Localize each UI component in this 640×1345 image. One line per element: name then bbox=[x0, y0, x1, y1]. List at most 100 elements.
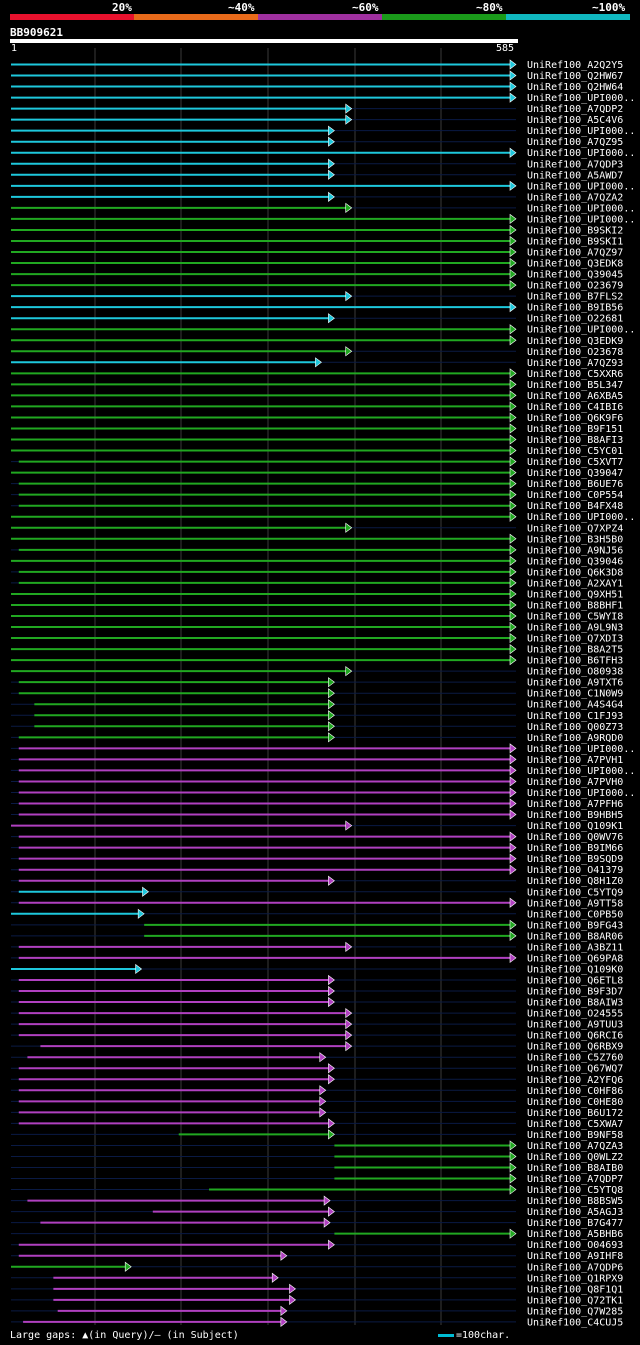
hit-label[interactable]: UniRef100_UPI000.. bbox=[527, 766, 635, 777]
hit-label[interactable]: UniRef100_A7QDP6 bbox=[527, 1262, 623, 1273]
hit-label[interactable]: UniRef100_Q109K0 bbox=[527, 964, 623, 975]
hit-label[interactable]: UniRef100_A9TXT6 bbox=[527, 678, 623, 689]
hit-label[interactable]: UniRef100_Q0WV76 bbox=[527, 832, 623, 843]
hit-label[interactable]: UniRef100_Q69PA8 bbox=[527, 953, 623, 964]
hit-label[interactable]: UniRef100_UPI000.. bbox=[527, 203, 635, 214]
hit-label[interactable]: UniRef100_B5L347 bbox=[527, 380, 623, 391]
hit-label[interactable]: UniRef100_UPI000.. bbox=[527, 148, 635, 159]
hit-label[interactable]: UniRef100_C5YTQ9 bbox=[527, 887, 623, 898]
hit-label[interactable]: UniRef100_B8A2T5 bbox=[527, 645, 623, 656]
hit-label[interactable]: UniRef100_A7PVH1 bbox=[527, 755, 623, 766]
hit-label[interactable]: UniRef100_A7QZ97 bbox=[527, 248, 623, 259]
hit-label[interactable]: UniRef100_B8BHF1 bbox=[527, 600, 623, 611]
hit-label[interactable]: UniRef100_B9HBH5 bbox=[527, 810, 623, 821]
hit-label[interactable]: UniRef100_Q67WQ7 bbox=[527, 1064, 623, 1075]
hit-label[interactable]: UniRef100_A7QZA3 bbox=[527, 1141, 623, 1152]
hit-label[interactable]: UniRef100_B9F3D7 bbox=[527, 987, 623, 998]
hit-label[interactable]: UniRef100_B9IB56 bbox=[527, 303, 623, 314]
hit-label[interactable]: UniRef100_A7PVH0 bbox=[527, 777, 623, 788]
hit-label[interactable]: UniRef100_Q6RCI6 bbox=[527, 1031, 623, 1042]
hit-label[interactable]: UniRef100_Q2HW64 bbox=[527, 82, 623, 93]
hit-label[interactable]: UniRef100_Q39047 bbox=[527, 468, 623, 479]
hit-label[interactable]: UniRef100_B3H5B0 bbox=[527, 534, 623, 545]
hit-label[interactable]: UniRef100_Q39046 bbox=[527, 556, 623, 567]
hit-label[interactable]: UniRef100_A2XAY1 bbox=[527, 578, 623, 589]
hit-label[interactable]: UniRef100_A5AWD7 bbox=[527, 170, 623, 181]
hit-label[interactable]: UniRef100_B9FG43 bbox=[527, 920, 623, 931]
hit-label[interactable]: UniRef100_UPI000.. bbox=[527, 93, 635, 104]
hit-label[interactable]: UniRef100_B9SQD9 bbox=[527, 854, 623, 865]
hit-label[interactable]: UniRef100_Q8H1Z0 bbox=[527, 876, 623, 887]
hit-label[interactable]: UniRef100_C0HF86 bbox=[527, 1086, 623, 1097]
hit-label[interactable]: UniRef100_C5YTQ8 bbox=[527, 1185, 623, 1196]
hit-label[interactable]: UniRef100_C5Z760 bbox=[527, 1053, 623, 1064]
hit-label[interactable]: UniRef100_UPI000.. bbox=[527, 788, 635, 799]
hit-label[interactable]: UniRef100_C5YC01 bbox=[527, 446, 623, 457]
hit-label[interactable]: UniRef100_C4CUJ5 bbox=[527, 1317, 623, 1328]
hit-label[interactable]: UniRef100_A3BZ11 bbox=[527, 942, 623, 953]
hit-label[interactable]: UniRef100_O04693 bbox=[527, 1240, 623, 1251]
hit-label[interactable]: UniRef100_UPI000.. bbox=[527, 325, 635, 336]
hit-label[interactable]: UniRef100_C5XWA7 bbox=[527, 1119, 623, 1130]
hit-label[interactable]: UniRef100_A9L9N3 bbox=[527, 623, 623, 634]
hit-label[interactable]: UniRef100_B9NF58 bbox=[527, 1130, 623, 1141]
hit-label[interactable]: UniRef100_O23678 bbox=[527, 347, 623, 358]
hit-label[interactable]: UniRef100_Q9XH51 bbox=[527, 589, 623, 600]
hit-label[interactable]: UniRef100_C5XXR6 bbox=[527, 369, 623, 380]
hit-label[interactable]: UniRef100_UPI000.. bbox=[527, 214, 635, 225]
hit-label[interactable]: UniRef100_A9IHF8 bbox=[527, 1251, 623, 1262]
hit-label[interactable]: UniRef100_A5C4V6 bbox=[527, 115, 623, 126]
hit-label[interactable]: UniRef100_Q3EDK8 bbox=[527, 259, 623, 270]
hit-label[interactable]: UniRef100_B8AIW3 bbox=[527, 998, 623, 1009]
hit-label[interactable]: UniRef100_A7QZ93 bbox=[527, 358, 623, 369]
hit-label[interactable]: UniRef100_A7QDP7 bbox=[527, 1174, 623, 1185]
hit-label[interactable]: UniRef100_Q7W285 bbox=[527, 1306, 623, 1317]
hit-label[interactable]: UniRef100_A9TT58 bbox=[527, 898, 623, 909]
hit-label[interactable]: UniRef100_A6XBA5 bbox=[527, 391, 623, 402]
hit-label[interactable]: UniRef100_Q7XDI3 bbox=[527, 634, 623, 645]
hit-label[interactable]: UniRef100_UPI000.. bbox=[527, 181, 635, 192]
hit-label[interactable]: UniRef100_B7FLS2 bbox=[527, 292, 623, 303]
hit-label[interactable]: UniRef100_C1N0W9 bbox=[527, 689, 623, 700]
hit-label[interactable]: UniRef100_Q1RPX9 bbox=[527, 1273, 623, 1284]
hit-label[interactable]: UniRef100_A2Q2Y5 bbox=[527, 60, 623, 71]
hit-label[interactable]: UniRef100_B6TFH3 bbox=[527, 656, 623, 667]
hit-label[interactable]: UniRef100_O23679 bbox=[527, 281, 623, 292]
hit-label[interactable]: UniRef100_O22681 bbox=[527, 314, 623, 325]
hit-label[interactable]: UniRef100_Q2HW67 bbox=[527, 71, 623, 82]
hit-label[interactable]: UniRef100_UPI000.. bbox=[527, 744, 635, 755]
hit-label[interactable]: UniRef100_Q3EDK9 bbox=[527, 336, 623, 347]
hit-label[interactable]: UniRef100_Q00Z73 bbox=[527, 722, 623, 733]
hit-label[interactable]: UniRef100_C0P554 bbox=[527, 490, 623, 501]
hit-label[interactable]: UniRef100_B8AIB0 bbox=[527, 1163, 623, 1174]
hit-label[interactable]: UniRef100_B4FX48 bbox=[527, 501, 623, 512]
hit-label[interactable]: UniRef100_A2YFQ6 bbox=[527, 1075, 623, 1086]
hit-label[interactable]: UniRef100_A9NJ56 bbox=[527, 545, 623, 556]
hit-label[interactable]: UniRef100_C5WYI8 bbox=[527, 612, 623, 623]
hit-label[interactable]: UniRef100_Q39045 bbox=[527, 270, 623, 281]
hit-label[interactable]: UniRef100_C0HE80 bbox=[527, 1097, 623, 1108]
hit-label[interactable]: UniRef100_B6UE76 bbox=[527, 479, 623, 490]
hit-label[interactable]: UniRef100_A7PFH6 bbox=[527, 799, 623, 810]
hit-label[interactable]: UniRef100_Q6ETL8 bbox=[527, 975, 623, 986]
hit-label[interactable]: UniRef100_A5AGJ3 bbox=[527, 1207, 623, 1218]
hit-label[interactable]: UniRef100_C1FJ93 bbox=[527, 711, 623, 722]
hit-label[interactable]: UniRef100_Q72TK1 bbox=[527, 1295, 623, 1306]
hit-label[interactable]: UniRef100_B7G477 bbox=[527, 1218, 623, 1229]
hit-label[interactable]: UniRef100_C0PB50 bbox=[527, 909, 623, 920]
hit-label[interactable]: UniRef100_Q6RBX9 bbox=[527, 1042, 623, 1053]
hit-label[interactable]: UniRef100_UPI000.. bbox=[527, 512, 635, 523]
hit-label[interactable]: UniRef100_Q8F1Q1 bbox=[527, 1284, 623, 1295]
hit-label[interactable]: UniRef100_Q0WLZ2 bbox=[527, 1152, 623, 1163]
hit-label[interactable]: UniRef100_B8AFI3 bbox=[527, 435, 623, 446]
hit-label[interactable]: UniRef100_B9SKI2 bbox=[527, 225, 623, 236]
hit-label[interactable]: UniRef100_A9RQD0 bbox=[527, 733, 623, 744]
hit-label[interactable]: UniRef100_UPI000.. bbox=[527, 126, 635, 137]
hit-label[interactable]: UniRef100_O24555 bbox=[527, 1009, 623, 1020]
hit-label[interactable]: UniRef100_O41379 bbox=[527, 865, 623, 876]
hit-label[interactable]: UniRef100_A4S4G4 bbox=[527, 700, 623, 711]
hit-label[interactable]: UniRef100_B9F151 bbox=[527, 424, 623, 435]
hit-label[interactable]: UniRef100_O80938 bbox=[527, 667, 623, 678]
hit-label[interactable]: UniRef100_A5BHB6 bbox=[527, 1229, 623, 1240]
hit-label[interactable]: UniRef100_Q6K9F6 bbox=[527, 413, 623, 424]
